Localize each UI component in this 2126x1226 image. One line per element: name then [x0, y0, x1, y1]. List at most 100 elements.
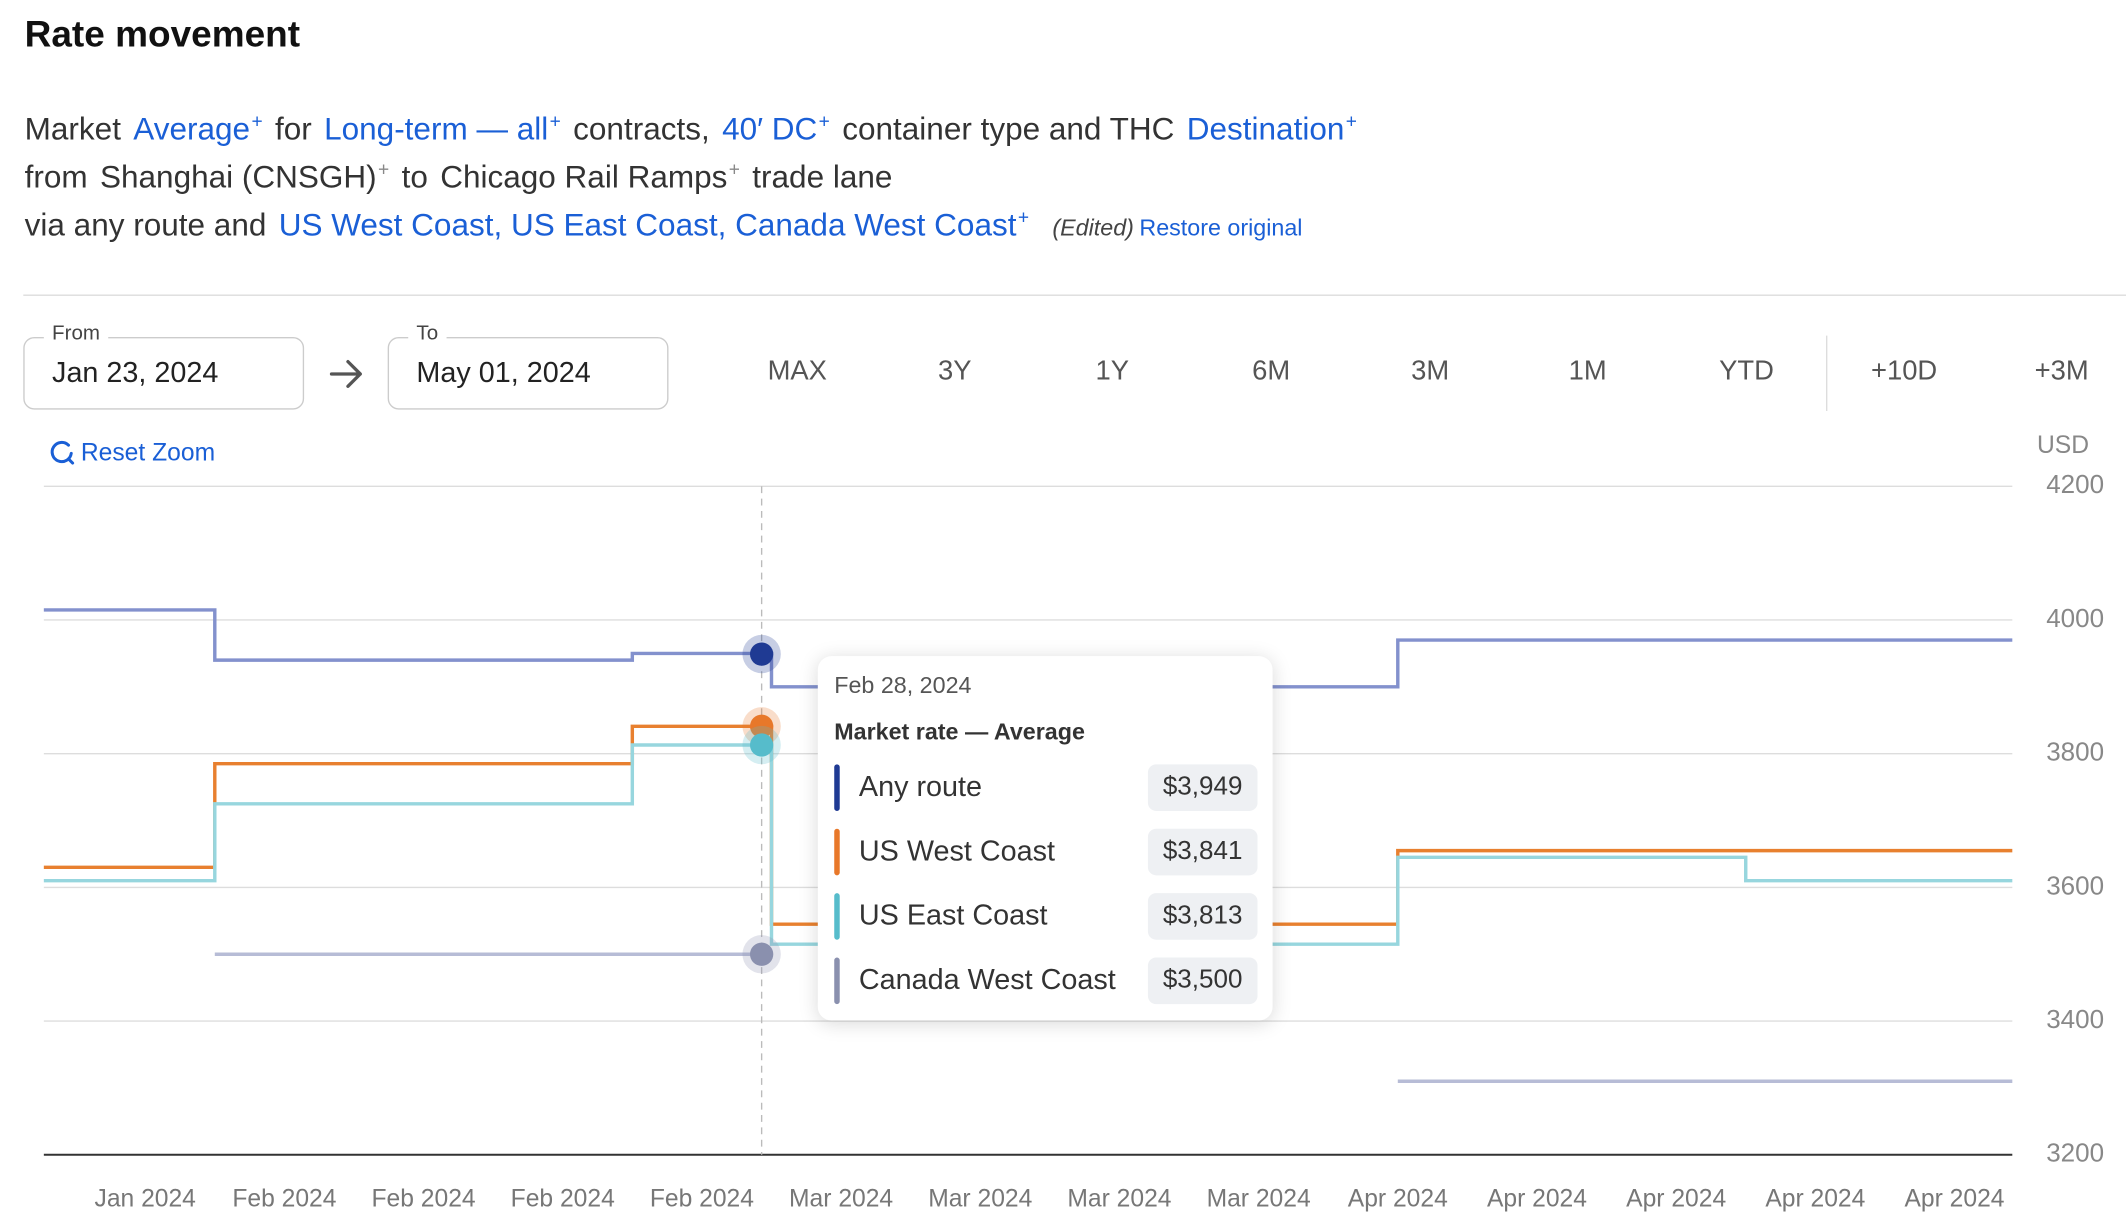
y-tick-label: 3200	[2046, 1138, 2104, 1168]
y-tick-label: 3800	[2046, 737, 2104, 767]
tooltip-value: $3,500	[1147, 957, 1258, 1005]
legend-swatch	[834, 957, 840, 1005]
filter-marker: +	[549, 109, 561, 132]
text: Market	[25, 110, 121, 146]
arrow-icon	[329, 359, 362, 388]
separator	[23, 294, 2126, 296]
tooltip-row: US West Coast $3,841	[834, 828, 1258, 876]
text: Average	[133, 110, 251, 147]
legend-label: Canada West Coast	[858, 964, 1116, 996]
to-field[interactable]: To May 01, 2024	[387, 321, 669, 410]
range-button[interactable]: YTD	[1719, 356, 1774, 387]
x-tick-label: Jan 2024	[95, 1186, 196, 1213]
text: Market	[24, 110, 121, 147]
text: from	[25, 158, 88, 194]
reset-label: Reset Zoom	[80, 438, 216, 466]
legend-label: US West Coast	[858, 835, 1055, 868]
range-button[interactable]: 6M	[1252, 356, 1291, 387]
x-tick-label: Feb 2024	[371, 1186, 475, 1213]
legend-swatch	[834, 828, 840, 876]
hover-marker	[749, 642, 774, 666]
tooltip-row: Canada West Coast $3,500	[834, 957, 1258, 1005]
filter-link[interactable]: US West Coast, US East Coast, Canada Wes…	[278, 205, 1030, 242]
legend-label: Any route	[858, 771, 983, 803]
text: Chicago Rail Ramps	[440, 158, 728, 195]
y-unit: USD	[2037, 432, 2089, 459]
y-tick-label: 4200	[2046, 469, 2104, 499]
separator	[1826, 335, 1828, 411]
filter-marker: +	[251, 109, 263, 132]
text: via any route and	[25, 206, 267, 242]
description-line: via any route and US West Coast, US East …	[25, 205, 1315, 243]
legend-swatch	[834, 764, 840, 811]
text: Long-term — all	[324, 110, 549, 147]
tooltip-value: $3,813	[1147, 893, 1258, 940]
text: trade lane	[752, 158, 893, 195]
x-tick-label: Feb 2024	[232, 1186, 336, 1213]
filter-marker: +	[728, 157, 740, 180]
x-tick-label: Apr 2024	[1765, 1186, 1865, 1213]
tooltip-value: $3,949	[1147, 764, 1258, 811]
hover-marker	[749, 714, 774, 738]
x-tick-label: Feb 2024	[511, 1186, 615, 1213]
x-tick-label: Apr 2024	[1487, 1186, 1587, 1213]
x-tick-label: Apr 2024	[1348, 1186, 1448, 1213]
filter-link[interactable]: Long-term — all+	[324, 109, 561, 147]
range-button[interactable]: 1M	[1568, 356, 1607, 387]
from-field[interactable]: From Jan 23, 2024	[23, 321, 305, 410]
edited-note: (Edited)	[1052, 214, 1134, 241]
text: from	[24, 158, 88, 195]
filter-marker: +	[1017, 205, 1030, 228]
text: contracts,	[573, 110, 710, 147]
field-value: May 01, 2024	[416, 357, 591, 390]
text[interactable]: Chicago Rail Ramps+	[440, 157, 740, 195]
hover-marker	[749, 942, 774, 966]
range-button[interactable]: +10D	[1870, 356, 1938, 387]
x-tick-label: Mar 2024	[789, 1186, 893, 1213]
text: to	[401, 158, 428, 195]
text: for	[274, 110, 312, 147]
tooltip-row: Any route $3,949	[834, 764, 1258, 811]
tooltip-date: Feb 28, 2024	[834, 672, 972, 699]
range-button[interactable]: 3M	[1411, 356, 1450, 387]
field-label: From	[43, 321, 109, 346]
text: contracts,	[573, 110, 710, 146]
y-tick-label: 3600	[2046, 870, 2104, 900]
y-tick-label: 3400	[2046, 1004, 2104, 1034]
x-tick-label: Mar 2024	[928, 1186, 1032, 1213]
filter-marker: +	[378, 157, 390, 180]
text: US West Coast, US East Coast, Canada Wes…	[278, 206, 1017, 242]
legend-swatch	[834, 893, 840, 940]
x-tick-label: Mar 2024	[1207, 1186, 1311, 1213]
text[interactable]: Shanghai (CNSGH)+	[100, 157, 390, 195]
x-tick-label: Apr 2024	[1904, 1186, 2004, 1213]
filter-link[interactable]: Destination+	[1186, 109, 1357, 147]
x-tick-label: Apr 2024	[1626, 1186, 1726, 1213]
hover-marker	[749, 733, 774, 757]
page-title: Rate movement	[24, 13, 301, 55]
range-button[interactable]: 3Y	[938, 356, 972, 387]
description-line: Market Average+ for Long-term — all+ contrac…	[25, 110, 1370, 148]
x-tick-label: Mar 2024	[1067, 1186, 1171, 1213]
field-label: To	[408, 321, 447, 346]
text: for	[275, 110, 312, 146]
field-value: Jan 23, 2024	[52, 357, 219, 390]
range-button[interactable]: 1Y	[1095, 356, 1130, 387]
text: via any route and	[24, 206, 267, 242]
filter-link[interactable]: 40′ DC+	[722, 109, 830, 147]
x-tick-label: Feb 2024	[650, 1186, 754, 1213]
text: container type and THC	[842, 110, 1175, 147]
reset-icon	[50, 440, 75, 465]
y-tick-label: 4000	[2046, 603, 2104, 633]
text: 40′ DC	[722, 110, 818, 147]
range-button[interactable]: MAX	[767, 356, 827, 387]
filter-marker: +	[1345, 109, 1357, 132]
range-button[interactable]: +3M	[2034, 356, 2089, 387]
text: Destination	[1186, 110, 1345, 147]
filter-marker: +	[818, 109, 830, 132]
filter-link[interactable]: Average+	[133, 109, 263, 147]
restore-link[interactable]: Restore original	[1139, 214, 1303, 241]
description-line: from Shanghai (CNSGH)+ to Chicago Rail Ramp…	[25, 158, 905, 196]
reset-zoom[interactable]: Reset Zoom	[48, 438, 215, 467]
